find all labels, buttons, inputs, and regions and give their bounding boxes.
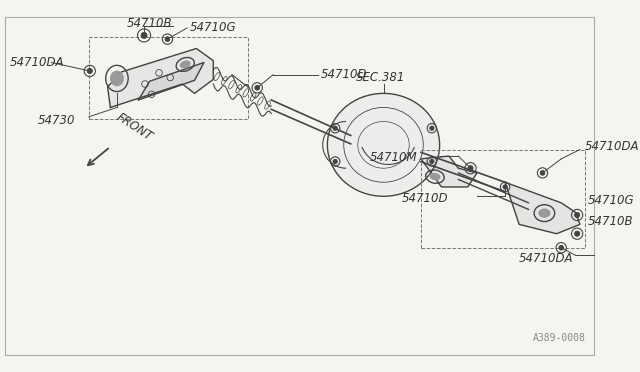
Circle shape (575, 212, 580, 218)
Text: 54710DA: 54710DA (584, 140, 639, 153)
Circle shape (559, 246, 564, 250)
Polygon shape (505, 182, 580, 234)
Text: FRONT: FRONT (114, 110, 155, 143)
Text: 54710B: 54710B (126, 17, 172, 30)
Circle shape (540, 171, 545, 175)
Text: 54710G: 54710G (588, 195, 634, 208)
Circle shape (333, 126, 337, 130)
Ellipse shape (539, 209, 550, 217)
Circle shape (141, 32, 147, 38)
Polygon shape (421, 156, 477, 187)
Ellipse shape (328, 93, 440, 196)
Polygon shape (108, 48, 213, 108)
Circle shape (429, 159, 434, 164)
Text: 54730: 54730 (37, 114, 75, 127)
Circle shape (255, 86, 260, 90)
Text: SEC.381: SEC.381 (355, 71, 405, 84)
Circle shape (429, 126, 434, 130)
Circle shape (575, 231, 580, 236)
Text: 54710DA: 54710DA (519, 253, 573, 266)
Polygon shape (138, 62, 204, 100)
Circle shape (503, 185, 508, 189)
Text: 54710G: 54710G (190, 22, 237, 35)
Text: 54710B: 54710B (588, 215, 633, 228)
Text: 54710D: 54710D (402, 192, 449, 205)
Ellipse shape (180, 61, 190, 68)
Ellipse shape (430, 173, 440, 180)
Text: 54710M: 54710M (369, 151, 417, 164)
Text: A389-0008: A389-0008 (533, 333, 586, 343)
Text: 54710DA: 54710DA (10, 56, 64, 69)
Text: 54710D: 54710D (321, 68, 367, 81)
Ellipse shape (110, 71, 124, 86)
Circle shape (333, 159, 337, 164)
Circle shape (165, 37, 170, 41)
Circle shape (87, 68, 92, 74)
Circle shape (468, 166, 473, 171)
